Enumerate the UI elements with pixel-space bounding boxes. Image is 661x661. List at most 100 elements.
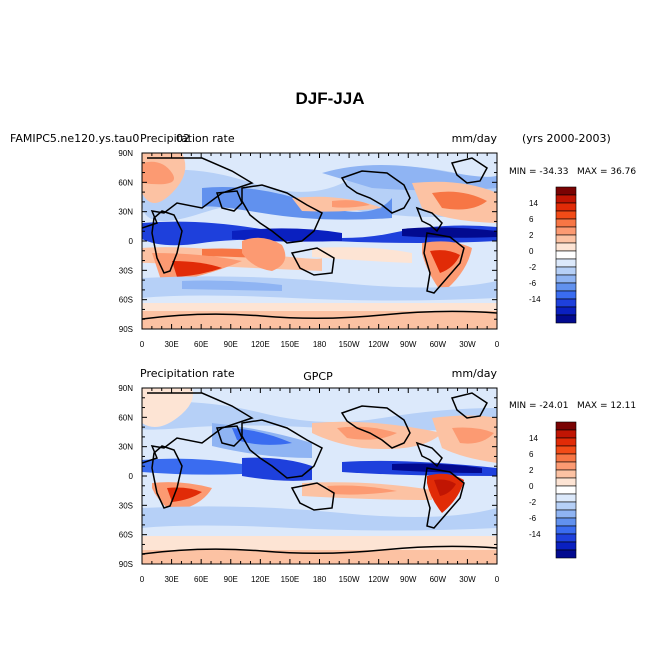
y-tick-label: 90S <box>119 325 133 334</box>
colorbar-label: -14 <box>529 295 541 304</box>
x-tick-label: 90E <box>224 575 238 584</box>
x-tick-label: 150E <box>281 340 300 349</box>
x-tick-label: 0 <box>495 340 500 349</box>
colorbar-swatch <box>555 525 577 535</box>
panel-2-title: Precipitation rate <box>140 367 235 380</box>
panel-2: Precipitation rate GPCP mm/day MIN = -24… <box>118 367 636 584</box>
x-tick-label: 150W <box>339 575 360 584</box>
panel-1-y-tick-labels: 90N 60N 30N 0 30S 60S 90S <box>118 149 133 334</box>
panel-2-y-tick-labels: 90N 60N 30N 0 30S 60S 90S <box>118 384 133 569</box>
panel-2-max-label: MAX = 12.11 <box>577 401 636 411</box>
colorbar-swatch <box>555 501 577 511</box>
y-tick-label: 90N <box>118 384 133 393</box>
panel-1-years: (yrs 2000-2003) <box>522 132 611 145</box>
y-tick-label: 30N <box>118 208 133 217</box>
colorbar-swatch <box>555 493 577 503</box>
colorbar-label: 6 <box>529 215 534 224</box>
x-tick-label: 0 <box>495 575 500 584</box>
panel-1-x-tick-labels: 0 30E 60E 90E 120E 150E 180 150W 120W 90W 60W 30W 0 <box>140 340 500 349</box>
colorbar-swatch <box>555 258 577 268</box>
x-tick-label: 30W <box>459 340 476 349</box>
colorbar-swatch <box>555 461 577 471</box>
colorbar-swatch <box>555 517 577 527</box>
colorbar-label: -2 <box>529 498 537 507</box>
colorbar-swatch <box>555 274 577 284</box>
colorbar-swatch <box>555 314 577 324</box>
panel-2-coastlines <box>142 392 497 555</box>
x-tick-label: 60E <box>194 575 208 584</box>
colorbar-swatch <box>555 477 577 487</box>
y-tick-label: 90S <box>119 560 133 569</box>
y-tick-label: 60S <box>119 531 133 540</box>
colorbar-label: -6 <box>529 514 537 523</box>
panel-2-units: mm/day <box>452 367 498 380</box>
colorbar-label: -2 <box>529 263 537 272</box>
colorbar-swatch <box>555 186 577 196</box>
panel-1-max-label: MAX = 36.76 <box>577 167 636 177</box>
colorbar-swatch <box>555 194 577 204</box>
x-tick-label: 180 <box>313 340 327 349</box>
panel-1: FAMIPC5.ne120.ys.tau0 Precipitation rate… <box>10 132 636 349</box>
panel-1-map <box>142 153 497 329</box>
colorbar-swatch <box>555 306 577 316</box>
x-tick-label: 0 <box>140 340 145 349</box>
colorbar-swatch <box>555 541 577 551</box>
colorbar-label: 0 <box>529 247 534 256</box>
x-tick-label: 120W <box>368 575 389 584</box>
y-tick-label: 0 <box>129 472 134 481</box>
y-tick-label: 0 <box>129 237 134 246</box>
colorbar-label: 2 <box>529 466 534 475</box>
colorbar-swatch <box>555 437 577 447</box>
colorbar-swatch <box>555 226 577 236</box>
colorbar-swatch <box>555 218 577 228</box>
panel-2-map <box>142 388 497 564</box>
panel-1-ticks <box>141 152 498 330</box>
x-tick-label: 60W <box>430 575 447 584</box>
y-tick-label: 60N <box>118 413 133 422</box>
colorbar-label: 0 <box>529 482 534 491</box>
colorbar-label: 6 <box>529 450 534 459</box>
x-tick-label: 180 <box>313 575 327 584</box>
colorbar-swatch <box>555 242 577 252</box>
x-tick-label: 30E <box>164 340 178 349</box>
colorbar-swatch <box>555 445 577 455</box>
panel-2-min-label: MIN = -24.01 <box>509 401 568 411</box>
colorbar-swatch <box>555 250 577 260</box>
x-tick-label: 90W <box>400 340 417 349</box>
panel-1-description: FAMIPC5.ne120.ys.tau0 <box>10 132 139 145</box>
colorbar-swatch <box>555 282 577 292</box>
y-tick-label: 90N <box>118 149 133 158</box>
x-tick-label: 150W <box>339 340 360 349</box>
x-tick-label: 120E <box>251 575 270 584</box>
figure-title: DJF-JJA <box>296 89 365 108</box>
y-tick-label: 30N <box>118 443 133 452</box>
y-tick-label: 30S <box>119 501 133 510</box>
colorbar-label: 14 <box>529 434 538 443</box>
x-tick-label: 120E <box>251 340 270 349</box>
colorbar-swatch <box>555 509 577 519</box>
x-tick-label: 60W <box>430 340 447 349</box>
y-tick-label: 60N <box>118 178 133 187</box>
x-tick-label: 150E <box>281 575 300 584</box>
panel-2-field <box>142 388 497 564</box>
panel-1-min-label: MIN = -34.33 <box>509 167 568 177</box>
x-tick-label: 90W <box>400 575 417 584</box>
colorbar-label: -6 <box>529 279 537 288</box>
colorbar-swatch <box>555 429 577 439</box>
panel-1-coastlines <box>142 157 497 320</box>
colorbar-swatch <box>555 549 577 559</box>
y-tick-label: 60S <box>119 296 133 305</box>
panel-1-title-overlap: Precipitation rate <box>140 132 235 145</box>
panel-1-units: mm/day <box>452 132 498 145</box>
colorbar-swatch <box>555 234 577 244</box>
panel-2-x-tick-labels: 0 30E 60E 90E 120E 150E 180 150W 120W 90W 60W 30W 0 <box>140 575 500 584</box>
colorbar-label: -14 <box>529 530 541 539</box>
panel-1-case-suffix: 02 <box>176 132 190 145</box>
panel-2-colorbar: 14 6 2 0 -2 -6 -14 <box>529 421 577 559</box>
y-tick-label: 30S <box>119 266 133 275</box>
x-tick-label: 30E <box>164 575 178 584</box>
x-tick-label: 120W <box>368 340 389 349</box>
colorbar-swatch <box>555 298 577 308</box>
x-tick-label: 90E <box>224 340 238 349</box>
